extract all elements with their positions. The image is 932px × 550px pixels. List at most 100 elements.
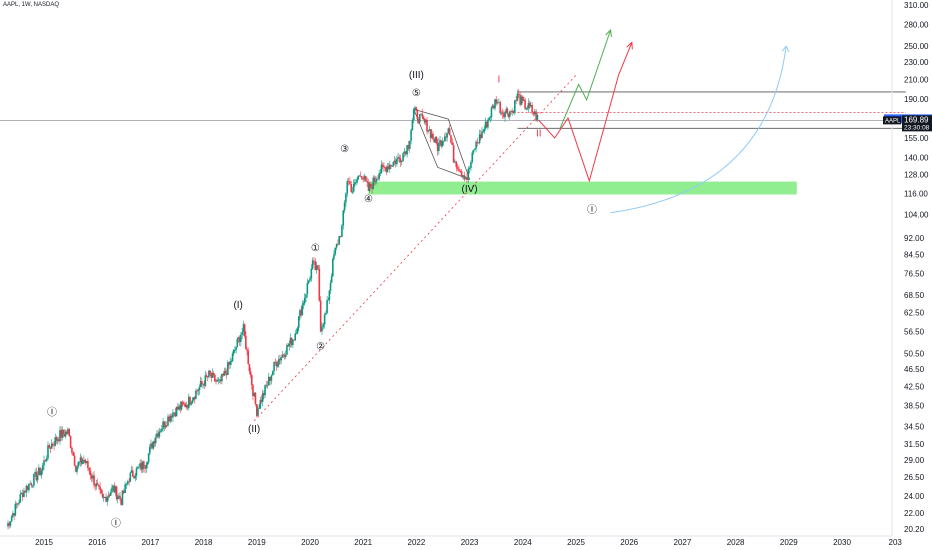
x-tick-label: 2029 (780, 538, 798, 547)
price-candle (89, 470, 92, 476)
price-candle (397, 157, 399, 159)
price-candle (463, 175, 466, 180)
price-candle (261, 393, 264, 402)
price-candle (139, 463, 141, 467)
price-candle (63, 434, 66, 437)
price-candle (528, 103, 531, 107)
projection-red (538, 42, 633, 183)
price-candle (198, 386, 201, 391)
price-candle (273, 362, 275, 372)
price-candle (471, 152, 474, 163)
price-candle (107, 495, 110, 497)
price-candle (287, 345, 289, 347)
price-candle (113, 485, 116, 493)
price-candle (252, 385, 254, 397)
price-candle (232, 349, 235, 354)
price-candle (410, 130, 412, 141)
price-candle (314, 261, 317, 270)
price-candle (346, 181, 349, 194)
price-candle (516, 93, 519, 101)
price-candle (390, 164, 392, 166)
price-candle (30, 483, 33, 486)
wave-label: Ⓘ (587, 204, 597, 216)
price-candle (140, 463, 143, 470)
price-candle (375, 178, 378, 181)
price-candle (443, 136, 446, 141)
price-candle (407, 145, 410, 149)
price-candle (72, 452, 75, 456)
projection-layer (538, 28, 790, 214)
price-candle (120, 499, 122, 505)
price-candle (381, 164, 384, 166)
price-candle (240, 334, 242, 342)
price-candle (152, 441, 155, 449)
price-candle (488, 117, 490, 120)
price-candle (112, 485, 114, 488)
price-candle (44, 460, 47, 462)
price-candle (533, 111, 536, 115)
price-candle (269, 376, 271, 381)
price-candle (423, 119, 426, 123)
price-candle (412, 109, 415, 121)
price-candle (491, 105, 494, 108)
price-candle (10, 516, 13, 522)
price-candle (447, 128, 450, 134)
price-candle (333, 254, 335, 260)
y-tick-label: 34.50 (904, 422, 925, 431)
price-candle (31, 485, 34, 487)
price-candle (394, 160, 397, 164)
price-candle (192, 397, 195, 401)
price-candle (96, 483, 99, 486)
price-candle (318, 268, 321, 301)
price-candle (303, 297, 306, 304)
price-candle (64, 431, 67, 437)
price-candle (281, 354, 284, 358)
x-tick-label: 2016 (88, 538, 106, 547)
x-tick-label: 2021 (354, 538, 372, 547)
price-candle (159, 431, 162, 433)
price-candle (404, 151, 407, 155)
wave-label: ④ (364, 194, 373, 205)
price-candle (392, 161, 395, 166)
price-candle (429, 129, 432, 138)
price-candle (511, 110, 513, 113)
price-candle (514, 100, 516, 114)
price-candle (536, 115, 539, 121)
price-candle (293, 339, 295, 341)
price-candle (111, 487, 113, 493)
price-candle (94, 485, 97, 487)
price-candle (385, 167, 388, 173)
price-candle (188, 396, 190, 408)
price-candle (190, 403, 192, 405)
price-candle (435, 137, 438, 144)
projection-blue (610, 46, 787, 214)
y-tick-label: 76.50 (904, 270, 925, 279)
price-candle (170, 415, 173, 418)
price-candle (523, 99, 525, 101)
price-candle (210, 374, 213, 378)
price-candle (462, 175, 464, 177)
projection-red-arrowhead (626, 41, 633, 50)
price-candle (206, 376, 209, 378)
price-candle (222, 373, 224, 376)
price-candle (368, 184, 371, 191)
price-candle (339, 236, 342, 237)
price-candle (105, 496, 107, 502)
price-candle (189, 396, 191, 405)
price-candle (216, 379, 218, 382)
price-candle (149, 446, 151, 454)
price-candle (500, 112, 503, 114)
price-candle (529, 105, 532, 107)
price-candle (391, 165, 393, 167)
price-candle (34, 471, 36, 474)
price-candle (441, 141, 444, 147)
price-candle (259, 399, 262, 409)
price-candle (100, 489, 103, 494)
price-candle (49, 447, 52, 449)
price-candle (179, 405, 182, 410)
price-candle (217, 379, 220, 381)
price-candle (45, 458, 48, 462)
